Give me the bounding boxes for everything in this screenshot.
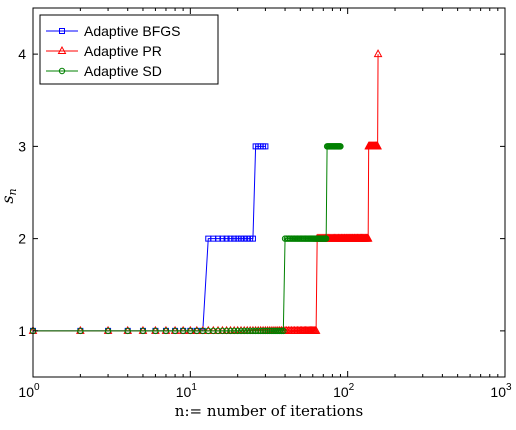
data-point (179, 327, 187, 335)
data-point (227, 235, 234, 242)
data-point (266, 327, 274, 335)
y-tick-label: 4 (18, 46, 26, 62)
data-point (249, 235, 256, 242)
data-point (264, 327, 271, 335)
data-point (262, 143, 269, 150)
x-tick-base: 10 (490, 384, 506, 400)
data-point (219, 327, 226, 335)
y-tick-label: 3 (18, 138, 26, 154)
legend-marker-circle (58, 67, 66, 75)
legend: Adaptive BFGS Adaptive PR Adaptive SD (39, 14, 219, 85)
x-tick-exponent: 3 (506, 382, 512, 393)
data-point (259, 327, 267, 335)
data-point (337, 143, 344, 150)
legend-label: Adaptive SD (84, 63, 162, 79)
data-point (257, 327, 264, 335)
legend-box (39, 14, 219, 85)
data-point (139, 327, 147, 335)
data-point (268, 327, 276, 335)
data-point (276, 327, 283, 335)
x-tick-base: 10 (333, 384, 349, 400)
legend-label: Adaptive BFGS (84, 23, 181, 39)
data-point (231, 235, 238, 242)
data-point (104, 327, 112, 335)
data-point (124, 327, 131, 335)
data-point (373, 141, 382, 150)
data-point (187, 327, 194, 335)
data-point (322, 235, 330, 242)
data-point (214, 327, 222, 335)
x-tick-label: 100 (18, 382, 40, 400)
data-point (162, 327, 170, 335)
data-point (241, 235, 248, 242)
data-point (210, 327, 217, 335)
data-point (227, 327, 234, 335)
x-tick-exponent: 0 (34, 382, 40, 393)
data-point (77, 327, 84, 335)
x-tick-exponent: 2 (349, 382, 355, 393)
data-point (171, 327, 179, 335)
data-point (215, 235, 222, 242)
data-point (280, 327, 287, 335)
data-point (373, 49, 383, 58)
data-point (223, 327, 230, 335)
data-point (241, 327, 248, 335)
data-point (230, 327, 238, 335)
data-point (262, 327, 269, 335)
data-point (311, 325, 321, 334)
legend-marker-triangle (57, 45, 67, 54)
data-point (234, 327, 241, 335)
data-point (237, 327, 245, 335)
x-tick-exponent: 1 (191, 382, 197, 393)
data-point (223, 235, 230, 242)
data-point (234, 235, 241, 242)
x-tick-label: 103 (490, 382, 512, 400)
y-tick-label: 2 (18, 231, 26, 247)
data-point (238, 235, 245, 242)
data-point (219, 235, 226, 242)
data-point (255, 327, 262, 335)
x-tick-label: 101 (176, 382, 198, 400)
x-axis-label: n:= number of iterations (175, 402, 363, 420)
y-tick-label: 1 (18, 323, 26, 339)
legend-marker-square (59, 28, 65, 34)
x-tick-label: 102 (333, 382, 355, 400)
x-tick-base: 10 (176, 384, 192, 400)
x-tick-base: 10 (18, 384, 34, 400)
y-axis-label-subscript: n (6, 188, 19, 195)
series-circle (29, 143, 344, 335)
data-point (363, 233, 373, 242)
plot-frame (32, 7, 506, 378)
data-point (193, 327, 201, 335)
y-axis-label-main: s (0, 195, 17, 203)
series-layer (28, 49, 383, 335)
y-axis-label: sn (0, 188, 19, 203)
legend-label: Adaptive PR (84, 43, 162, 59)
data-point (152, 327, 159, 335)
data-point (278, 327, 285, 335)
